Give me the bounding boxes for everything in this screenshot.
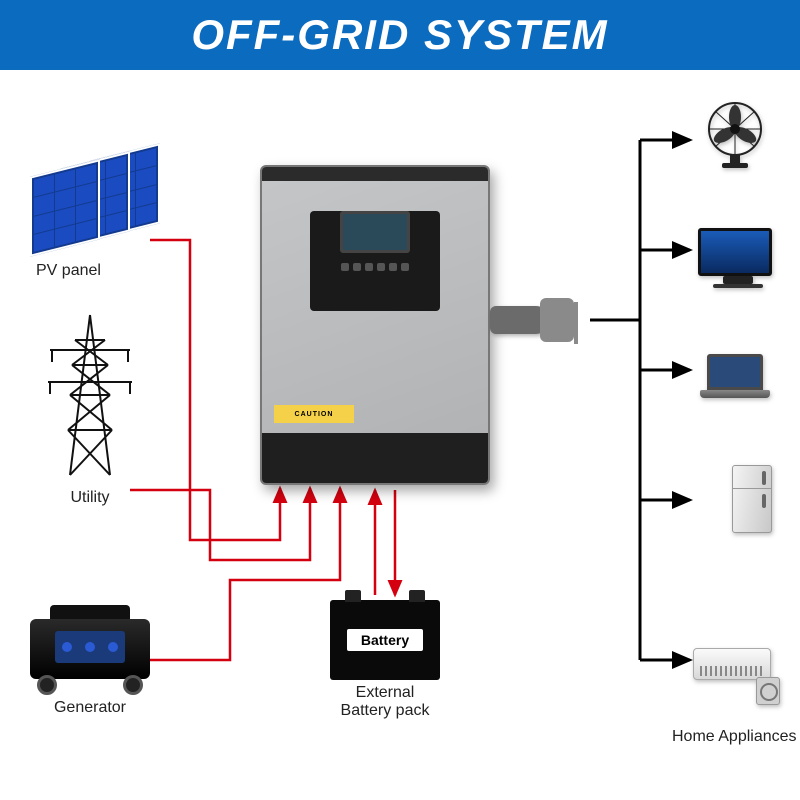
battery-box-label: Battery: [347, 629, 423, 651]
pv-panel-node: PV panel: [30, 150, 170, 280]
fridge-icon: [712, 465, 792, 533]
pv-label: PV panel: [30, 262, 170, 280]
inverter-node: CAUTION: [260, 165, 490, 485]
diagram-canvas: PV panel Utility Generator: [0, 70, 800, 800]
inverter-icon: CAUTION: [260, 165, 490, 485]
appliance-monitor: [695, 218, 775, 286]
ac-plug-icon: [490, 290, 580, 350]
utility-label: Utility: [40, 489, 140, 507]
generator-label: Generator: [25, 699, 155, 717]
ac-icon: [692, 630, 772, 698]
pv-panel-icon: [30, 150, 170, 240]
generator-node: Generator: [25, 605, 155, 717]
laptop-icon: [695, 342, 775, 410]
generator-icon: [25, 605, 155, 695]
appliance-fan: [695, 100, 775, 168]
header-banner: OFF-GRID SYSTEM: [0, 0, 800, 70]
monitor-icon: [695, 218, 775, 286]
battery-node: Battery External Battery pack: [330, 600, 440, 720]
caution-label: CAUTION: [274, 405, 354, 423]
battery-icon: Battery: [330, 600, 440, 680]
battery-label: External Battery pack: [330, 684, 440, 720]
utility-tower-icon: [40, 310, 140, 485]
fan-icon: [695, 100, 775, 168]
appliance-fridge: [712, 465, 792, 533]
appliance-laptop: [695, 342, 775, 410]
appliance-ac: Home Appliances: [692, 630, 797, 746]
utility-node: Utility: [40, 310, 140, 507]
page-title: OFF-GRID SYSTEM: [191, 11, 608, 59]
appliances-label: Home Appliances: [672, 728, 797, 746]
